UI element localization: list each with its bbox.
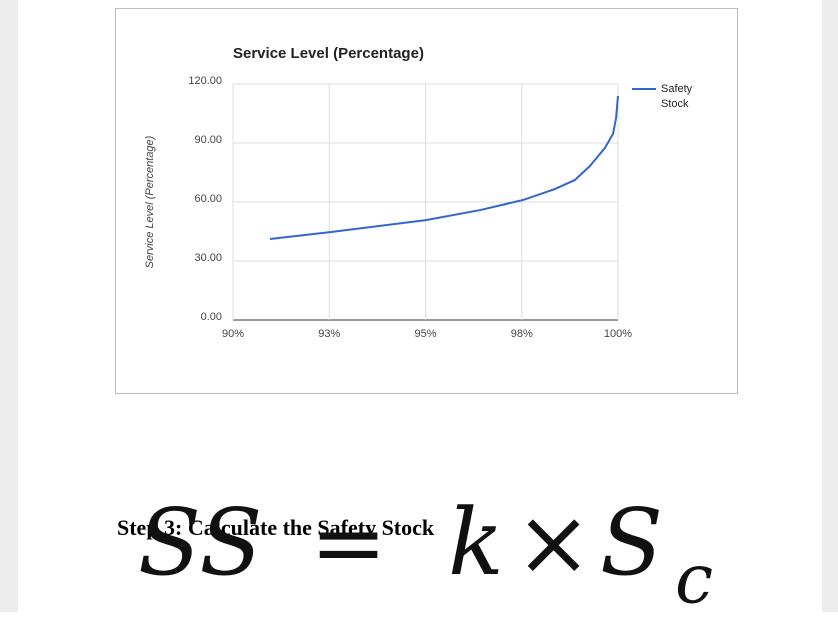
y-tick-label: 30.00 (194, 252, 222, 264)
margin-left (0, 0, 18, 612)
formula-times: × (515, 489, 592, 596)
formula-lhs: SS (138, 489, 262, 596)
heading: Step 3: Calculate the Safety Stock (117, 515, 435, 540)
formula-k: k (448, 489, 504, 596)
formula-subscript: c (675, 541, 713, 613)
x-tick-label: 95% (414, 328, 436, 340)
formula: SS = k × S c (138, 489, 713, 617)
formula-s: S (600, 489, 663, 596)
formula-equals: = (310, 489, 387, 596)
x-tick-label: 100% (604, 328, 632, 340)
y-tick-label: 60.00 (194, 193, 222, 205)
x-tick-label: 98% (511, 328, 533, 340)
y-tick-label: 90.00 (194, 134, 222, 146)
chart-frame (115, 8, 738, 394)
chart-title: Service Level (Percentage) (233, 45, 424, 62)
x-tick-label: 90% (222, 328, 244, 340)
y-tick-label: 0.00 (201, 311, 222, 323)
margin-right (822, 0, 838, 612)
series-line (269, 95, 619, 240)
y-axis-label: Service Level (Percentage) (144, 135, 156, 268)
x-tick-label: 93% (318, 328, 340, 340)
y-tick-label: 120.00 (188, 75, 222, 87)
legend-label: Safety Stock (661, 83, 693, 110)
